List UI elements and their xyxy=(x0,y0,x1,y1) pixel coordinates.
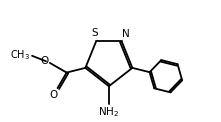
Text: CH$_3$: CH$_3$ xyxy=(10,48,30,62)
Text: S: S xyxy=(92,28,98,38)
Text: NH$_2$: NH$_2$ xyxy=(98,105,120,119)
Text: O: O xyxy=(40,56,48,66)
Text: O: O xyxy=(50,90,58,100)
Text: N: N xyxy=(122,29,130,39)
